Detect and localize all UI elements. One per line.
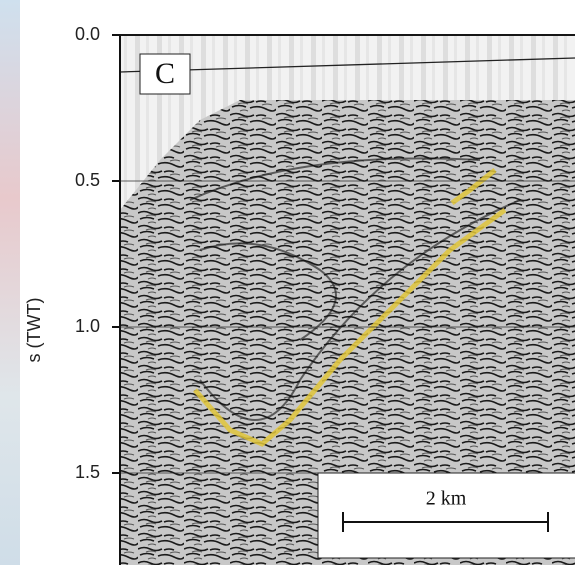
y-tick-label: 1.5 <box>75 462 100 482</box>
y-tick-label: 0.5 <box>75 170 100 190</box>
scale-bar-label: 2 km <box>426 488 467 510</box>
y-axis-label: s (TWT) <box>24 298 44 363</box>
scale-bar <box>342 512 549 532</box>
panel-label: C <box>155 57 175 90</box>
y-ticks: 0.0 0.5 1.0 1.5 <box>75 24 575 482</box>
scale-bar-box <box>317 472 575 559</box>
y-tick-label: 1.0 <box>75 316 100 336</box>
y-tick-label: 0.0 <box>75 24 100 44</box>
panel-label-box <box>139 53 191 95</box>
